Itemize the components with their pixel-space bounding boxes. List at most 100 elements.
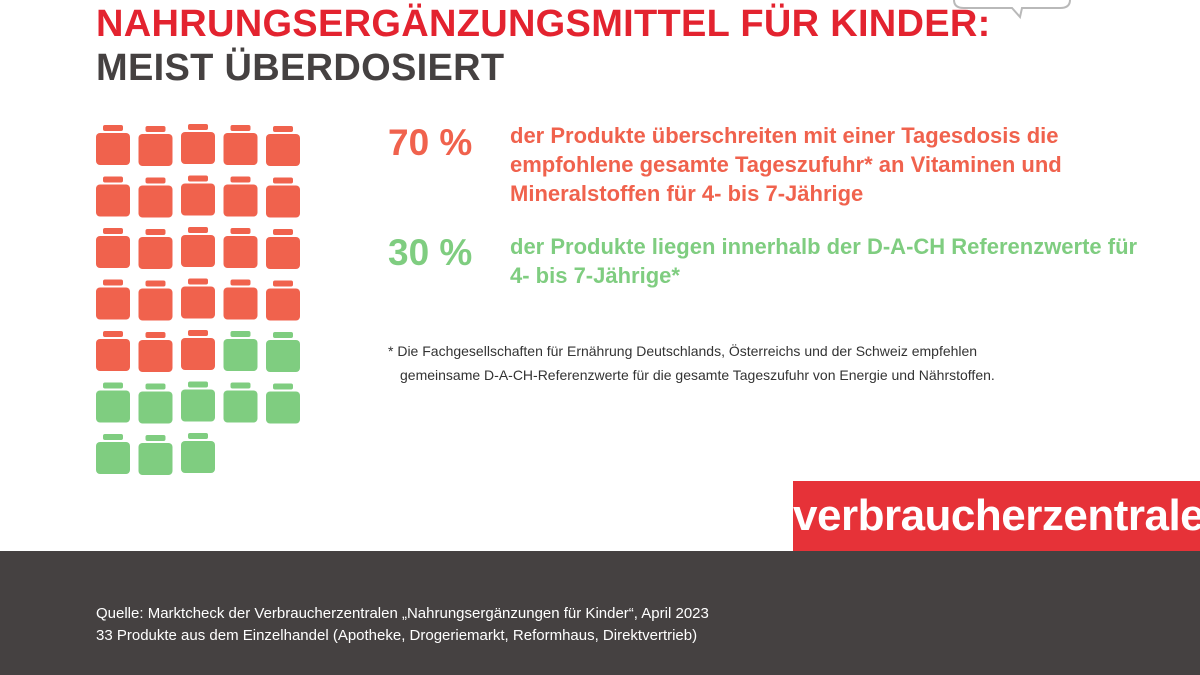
jar-body [266,288,300,321]
jar-lid [103,228,123,234]
jar-icon [181,278,215,319]
jar-icon [181,330,215,370]
jar-body [223,236,258,268]
jar-body [138,185,173,218]
pictogram-chart [96,124,300,475]
jar-icon [96,434,130,474]
jar-body [96,339,130,371]
jar-lid [230,382,251,389]
jar-body [266,391,300,424]
jar-icon [223,331,258,371]
jar-icon [181,175,215,216]
jar-body [96,133,130,165]
jar-icon [223,228,258,268]
brand-logo: verbraucherzentrale [793,481,1200,551]
jar-body [266,340,300,372]
jar-lid [188,433,208,439]
jar-body [138,134,173,166]
jar-body [181,235,215,267]
jar-body [223,133,258,165]
jar-body [223,184,258,217]
jar-icon [138,229,173,269]
jar-lid [145,383,166,390]
jar-body [266,134,300,166]
jar-lid [145,435,166,441]
jar-lid [145,126,166,132]
jar-icon [181,433,215,473]
jar-body [96,442,130,474]
jar-icon [96,279,130,320]
jar-body [223,339,258,371]
footnote: * Die Fachgesellschaften für Ernährung D… [388,339,1088,387]
footnote-line-2: gemeinsame D-A-CH-Referenzwerte für die … [400,367,995,383]
jar-lid [103,331,123,337]
page-subtitle: MEIST ÜBERDOSIERT [96,47,505,89]
jar-body [266,185,300,218]
source-line-1: Quelle: Marktcheck der Verbraucherzentra… [96,605,709,622]
jar-lid [273,229,293,235]
source-line-2: 33 Produkte aus dem Einzelhandel (Apothe… [96,627,698,644]
statement-within: der Produkte liegen innerhalb der D-A-CH… [510,234,1138,288]
jar-lid [230,279,251,286]
jar-icon [181,381,215,422]
jar-body [181,441,215,473]
statement-over: der Produkte überschreiten mit einer Tag… [510,123,1062,206]
jar-icon [96,382,130,423]
jar-icon [138,280,173,321]
jar-lid [230,331,251,337]
footer: Quelle: Marktcheck der Verbraucherzentra… [0,551,1200,675]
jar-lid [273,332,293,338]
jar-lid [103,382,123,389]
speech-bubble-icon [953,0,1071,20]
jar-body [181,286,215,319]
jar-body [181,132,215,164]
jar-icon [96,176,130,217]
jar-icon [96,228,130,268]
jar-icon [138,332,173,372]
jar-icon [223,279,258,320]
jar-lid [103,176,123,183]
jar-icon [96,331,130,371]
jar-lid [273,177,293,184]
jar-icon [138,435,173,475]
source-note: Quelle: Marktcheck der Verbraucherzentra… [96,603,709,647]
footnote-line-1: * Die Fachgesellschaften für Ernährung D… [388,343,978,359]
jar-body [181,338,215,370]
jar-lid [230,176,251,183]
jar-icon [266,383,300,424]
jar-icon [138,177,173,218]
percent-over: 70 % [388,122,473,163]
jar-icon [266,177,300,218]
jar-lid [188,175,208,182]
jar-lid [230,125,251,131]
jar-lid [188,330,208,336]
percent-within: 30 % [388,232,473,273]
jar-body [138,391,173,424]
jar-body [96,390,130,423]
jar-icon [223,382,258,423]
jar-body [96,184,130,217]
jar-icon [96,125,130,165]
jar-lid [103,279,123,286]
jar-icon [266,229,300,269]
jar-body [266,237,300,269]
jar-icon [266,280,300,321]
jar-body [181,183,215,216]
jar-lid [188,227,208,233]
jar-lid [188,124,208,130]
jar-lid [230,228,251,234]
jar-body [138,340,173,372]
jar-lid [145,177,166,184]
jar-lid [145,280,166,287]
jar-lid [273,280,293,287]
jar-icon [266,126,300,166]
jar-lid [273,126,293,132]
jar-body [96,236,130,268]
jar-icon [223,176,258,217]
jar-lid [188,278,208,285]
jar-icon [223,125,258,165]
jar-body [138,288,173,321]
jar-lid [188,381,208,388]
jar-body [96,287,130,320]
jar-lid [145,332,166,338]
